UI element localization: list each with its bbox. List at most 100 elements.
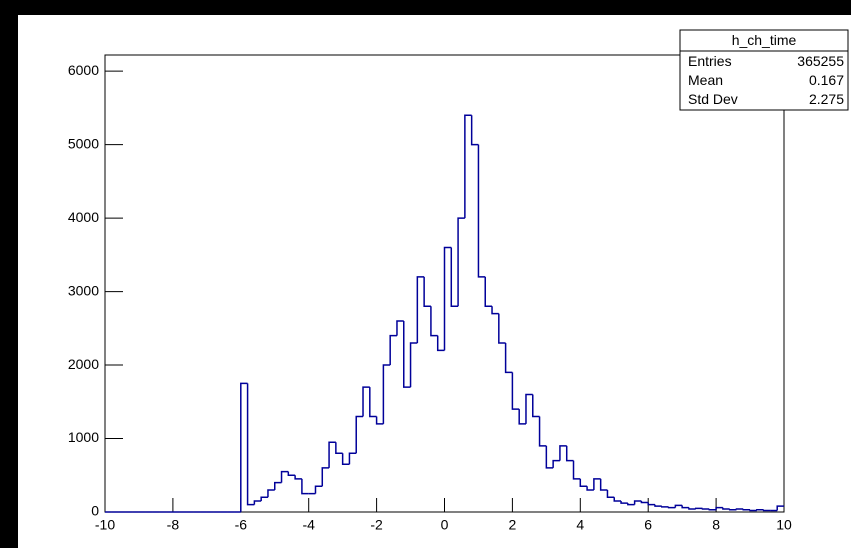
histogram-bin bbox=[627, 503, 635, 506]
y-tick-label: 5000 bbox=[68, 135, 99, 151]
y-tick-label: 6000 bbox=[68, 62, 99, 78]
histogram-bin bbox=[674, 504, 683, 508]
histogram-bin bbox=[362, 386, 370, 417]
histogram-bin bbox=[620, 500, 628, 504]
histogram-bin bbox=[403, 320, 411, 388]
stats-box bbox=[679, 29, 849, 111]
histogram-bin bbox=[545, 445, 554, 469]
histogram-bin bbox=[742, 509, 751, 511]
histogram-bin bbox=[416, 276, 425, 344]
x-tick-label: 6 bbox=[644, 517, 652, 533]
histogram-bin bbox=[280, 470, 289, 483]
histogram-bin bbox=[701, 508, 710, 510]
x-tick-label: -6 bbox=[235, 517, 248, 533]
histogram-bin bbox=[389, 334, 397, 366]
histogram-bin bbox=[667, 506, 676, 509]
histogram-bin bbox=[688, 507, 696, 510]
histogram-bin bbox=[586, 486, 594, 491]
x-tick-label: -8 bbox=[167, 517, 180, 533]
histogram-bin bbox=[647, 502, 655, 506]
histogram-bin bbox=[722, 507, 730, 510]
stats-title: h_ch_time bbox=[732, 32, 797, 48]
histogram-bin bbox=[735, 508, 744, 510]
histogram-bin bbox=[504, 343, 513, 374]
x-tick-label: 8 bbox=[712, 517, 720, 533]
x-tick-label: 0 bbox=[441, 517, 449, 533]
x-tick-label: -10 bbox=[95, 517, 115, 533]
histogram-bin bbox=[443, 246, 452, 351]
histogram-bin bbox=[328, 441, 336, 468]
histogram-bin bbox=[457, 217, 465, 307]
y-tick-label: 4000 bbox=[68, 209, 99, 225]
histogram-bin bbox=[491, 306, 499, 315]
histogram-bin bbox=[532, 394, 540, 418]
histogram-bin bbox=[708, 509, 717, 511]
x-tick-label: 10 bbox=[776, 517, 792, 533]
histogram-bin bbox=[565, 445, 574, 462]
histogram-bin bbox=[749, 509, 757, 512]
histogram-bin bbox=[518, 409, 526, 425]
histogram-bin bbox=[613, 497, 622, 502]
histogram-bin bbox=[253, 500, 262, 505]
histogram-bin bbox=[715, 506, 723, 510]
histogram-bin bbox=[287, 471, 296, 477]
histogram-bin bbox=[606, 489, 615, 499]
histogram-bin bbox=[375, 416, 384, 425]
histogram-bin bbox=[274, 481, 282, 490]
x-tick-label: 4 bbox=[576, 517, 584, 533]
histogram-bin bbox=[464, 114, 472, 219]
histogram-bin bbox=[382, 364, 391, 424]
histogram-bin bbox=[633, 500, 642, 505]
y-tick-label: 2000 bbox=[68, 356, 99, 372]
y-tick-label: 0 bbox=[91, 503, 99, 519]
histogram-bin bbox=[661, 506, 669, 508]
x-tick-label: -4 bbox=[302, 517, 315, 533]
histogram-bin bbox=[321, 467, 330, 487]
histogram-bin bbox=[776, 505, 784, 511]
histogram-bin bbox=[538, 416, 547, 447]
histogram-bin bbox=[348, 452, 357, 465]
histogram-bin bbox=[559, 445, 567, 461]
stats-value: 0.167 bbox=[809, 72, 844, 88]
histogram-bin bbox=[640, 500, 649, 504]
histogram-bin bbox=[246, 383, 255, 506]
histogram-bin bbox=[240, 382, 248, 512]
histogram-bin bbox=[341, 453, 350, 465]
histogram-bin bbox=[430, 306, 438, 337]
histogram-bin bbox=[694, 507, 703, 510]
histogram-bin bbox=[369, 387, 377, 418]
histogram-bin bbox=[552, 459, 560, 468]
stats-value: 365255 bbox=[797, 53, 844, 69]
histogram-bin bbox=[511, 372, 520, 410]
histogram-bin bbox=[762, 509, 771, 512]
stats-label: Entries bbox=[688, 53, 732, 69]
histogram-bin bbox=[572, 460, 581, 480]
y-tick-label: 3000 bbox=[68, 282, 99, 298]
histogram-bin bbox=[450, 247, 459, 308]
histogram-bin bbox=[681, 505, 689, 509]
histogram-bin bbox=[593, 478, 601, 490]
histogram-bin bbox=[599, 478, 608, 491]
stats-value: 2.275 bbox=[809, 91, 844, 107]
histogram-bin bbox=[423, 276, 431, 308]
histogram-bin bbox=[654, 504, 662, 507]
histogram-bin bbox=[335, 442, 343, 454]
x-tick-label: 2 bbox=[509, 517, 517, 533]
histogram-bin bbox=[756, 509, 764, 511]
y-tick-label: 1000 bbox=[68, 429, 99, 445]
histogram-bin bbox=[301, 478, 309, 495]
histogram-bin bbox=[728, 509, 737, 511]
histogram-bin bbox=[484, 276, 493, 308]
histogram-bin bbox=[396, 320, 404, 336]
histogram-bin bbox=[409, 342, 418, 388]
histogram-bin bbox=[294, 475, 302, 480]
histogram-bin bbox=[314, 485, 323, 494]
histogram-bin bbox=[525, 393, 533, 424]
histogram-bin bbox=[477, 144, 486, 278]
histogram-bin bbox=[579, 478, 588, 488]
histogram-bin bbox=[260, 496, 268, 501]
stats-label: Std Dev bbox=[688, 91, 738, 107]
histogram-bin bbox=[267, 489, 275, 498]
